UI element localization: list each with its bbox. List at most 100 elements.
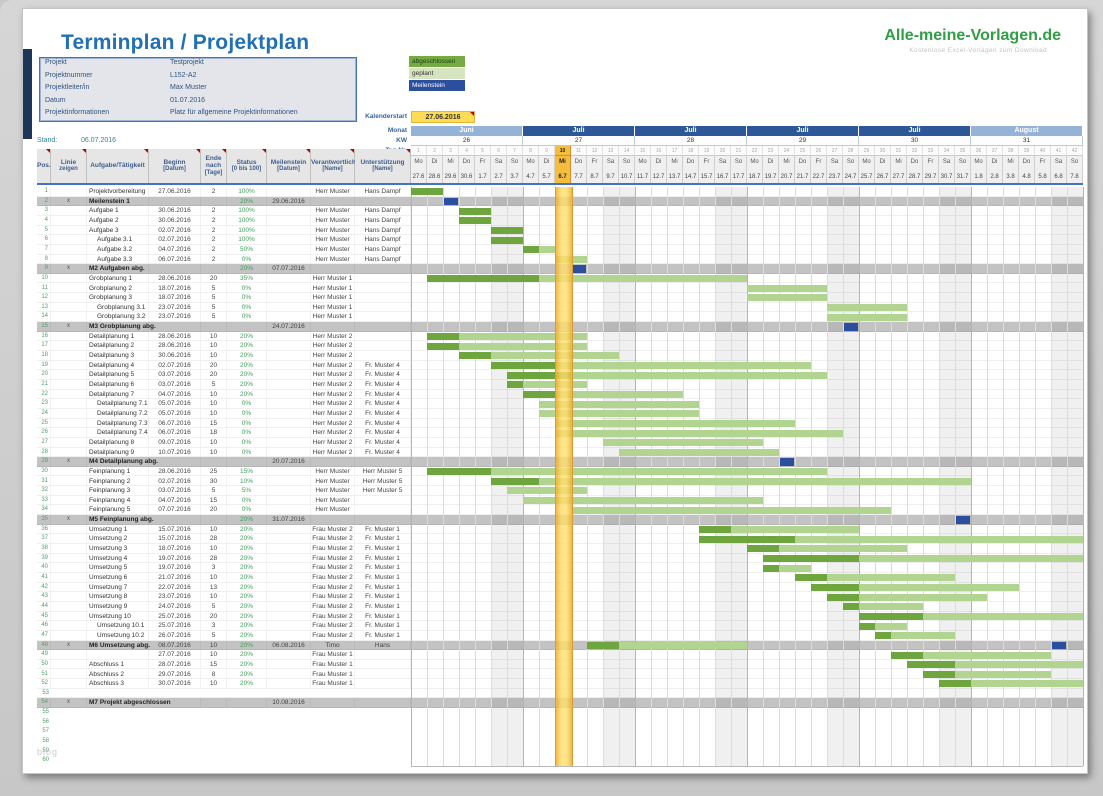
cell-unt[interactable] [355, 331, 411, 341]
cell-linie[interactable] [51, 273, 87, 283]
cell-ver[interactable]: Herr Muster 2 [311, 408, 355, 418]
cell-meilenstein[interactable] [267, 428, 311, 437]
cell-unt[interactable]: Hans Dampf [355, 187, 411, 196]
cell-meilenstein[interactable] [267, 360, 311, 370]
cell-tage[interactable]: 5 [201, 601, 227, 611]
cell-pos[interactable]: 47 [37, 630, 51, 640]
cell-beginn[interactable]: 08.07.2016 [149, 640, 201, 650]
cell-pos[interactable]: 39 [37, 553, 51, 563]
cell-ver[interactable]: Frau Muster 2 [311, 534, 355, 544]
cell-linie[interactable] [51, 592, 87, 601]
cell-beginn[interactable] [149, 264, 201, 273]
cell-status[interactable]: 20% [227, 341, 267, 351]
cell-name[interactable]: Aufgabe 3 [87, 225, 149, 235]
cell-tage[interactable]: 2 [201, 235, 227, 244]
cell-pos[interactable]: 17 [37, 341, 51, 351]
cell-tage[interactable]: 10 [201, 408, 227, 418]
cell-tage[interactable]: 30 [201, 476, 227, 486]
cell-beginn[interactable]: 22.07.2016 [149, 582, 201, 592]
cell-name[interactable]: Feinplanung 1 [87, 466, 149, 476]
cell-pos[interactable]: 23 [37, 399, 51, 408]
cell-status[interactable]: 20% [227, 196, 267, 206]
cell-linie[interactable] [51, 553, 87, 563]
cell-status[interactable]: 0% [227, 302, 267, 312]
cell-meilenstein[interactable] [267, 254, 311, 264]
cell-status[interactable]: 20% [227, 611, 267, 621]
cell-pos[interactable]: 8 [37, 254, 51, 264]
cell-status[interactable]: 20% [227, 592, 267, 601]
cell-meilenstein[interactable] [267, 669, 311, 679]
cell-linie[interactable] [51, 360, 87, 370]
cell-name[interactable]: Detailplanung 8 [87, 437, 149, 447]
cell-pos[interactable]: 59 [42, 747, 49, 754]
cell-name[interactable]: Projektvorbereitung [87, 187, 149, 196]
cell-tage[interactable] [201, 457, 227, 466]
cell-ver[interactable]: Herr Muster 2 [311, 428, 355, 437]
cell-meilenstein[interactable] [267, 601, 311, 611]
cell-meilenstein[interactable] [267, 611, 311, 621]
cell-beginn[interactable]: 09.07.2016 [149, 437, 201, 447]
cell-tage[interactable]: 10 [201, 341, 227, 351]
cell-linie[interactable] [51, 679, 87, 688]
cell-linie[interactable] [51, 630, 87, 640]
cell-linie[interactable] [51, 582, 87, 592]
cell-tage[interactable]: 10 [201, 650, 227, 659]
kalenderstart-date-cell[interactable]: 27.06.2016 [411, 111, 475, 123]
cell-status[interactable]: 20% [227, 534, 267, 544]
cell-meilenstein[interactable] [267, 650, 311, 659]
cell-pos[interactable]: 6 [37, 235, 51, 244]
cell-beginn[interactable]: 19.07.2016 [149, 563, 201, 572]
cell-tage[interactable]: 5 [201, 380, 227, 389]
cell-pos[interactable]: 24 [37, 408, 51, 418]
cell-status[interactable]: 100% [227, 235, 267, 244]
info-value[interactable]: Testprojekt [170, 59, 204, 66]
cell-linie[interactable] [51, 370, 87, 379]
cell-pos[interactable]: 1 [37, 187, 51, 196]
cell-status[interactable]: 20% [227, 370, 267, 379]
cell-tage[interactable]: 10 [201, 437, 227, 447]
cell-status[interactable]: 20% [227, 679, 267, 688]
cell-meilenstein[interactable] [267, 476, 311, 486]
cell-pos[interactable]: 28 [37, 447, 51, 457]
cell-tage[interactable]: 10 [201, 331, 227, 341]
cell-pos[interactable]: 51 [37, 669, 51, 679]
cell-linie[interactable] [51, 563, 87, 572]
cell-name[interactable]: Detailplanung 7.2 [87, 408, 149, 418]
cell-name[interactable]: Umsetzung 1 [87, 524, 149, 534]
cell-tage[interactable]: 2 [201, 225, 227, 235]
cell-name[interactable]: Feinplanung 4 [87, 495, 149, 505]
cell-ver[interactable]: Herr Muster 2 [311, 341, 355, 351]
cell-linie[interactable]: x [51, 264, 87, 273]
cell-status[interactable]: 20% [227, 573, 267, 582]
cell-meilenstein[interactable] [267, 351, 311, 360]
cell-linie[interactable] [51, 611, 87, 621]
cell-name[interactable]: Abschluss 1 [87, 659, 149, 669]
cell-unt[interactable]: Herr Muster 5 [355, 486, 411, 495]
cell-status[interactable]: 100% [227, 215, 267, 225]
cell-ver[interactable]: Timo [311, 640, 355, 650]
cell-beginn[interactable]: 30.06.2016 [149, 351, 201, 360]
cell-tage[interactable]: 10 [201, 679, 227, 688]
cell-tage[interactable]: 10 [201, 399, 227, 408]
cell-unt[interactable] [355, 457, 411, 466]
cell-meilenstein[interactable] [267, 630, 311, 640]
cell-meilenstein[interactable]: 24.07.2016 [267, 322, 311, 331]
cell-beginn[interactable]: 28.07.2016 [149, 659, 201, 669]
cell-meilenstein[interactable] [267, 235, 311, 244]
cell-linie[interactable] [51, 418, 87, 428]
cell-ver[interactable]: Frau Muster 2 [311, 553, 355, 563]
cell-pos[interactable]: 49 [37, 650, 51, 659]
cell-status[interactable]: 100% [227, 225, 267, 235]
cell-status[interactable]: 100% [227, 187, 267, 196]
cell-tage[interactable]: 20 [201, 611, 227, 621]
cell-beginn[interactable]: 29.07.2016 [149, 669, 201, 679]
cell-tage[interactable]: 20 [201, 273, 227, 283]
cell-status[interactable]: 20% [227, 650, 267, 659]
cell-beginn[interactable] [149, 698, 201, 708]
cell-status[interactable]: 0% [227, 399, 267, 408]
cell-meilenstein[interactable] [267, 582, 311, 592]
cell-status[interactable]: 20% [227, 563, 267, 572]
cell-pos[interactable]: 20 [37, 370, 51, 379]
cell-linie[interactable] [51, 524, 87, 534]
cell-meilenstein[interactable] [267, 505, 311, 515]
